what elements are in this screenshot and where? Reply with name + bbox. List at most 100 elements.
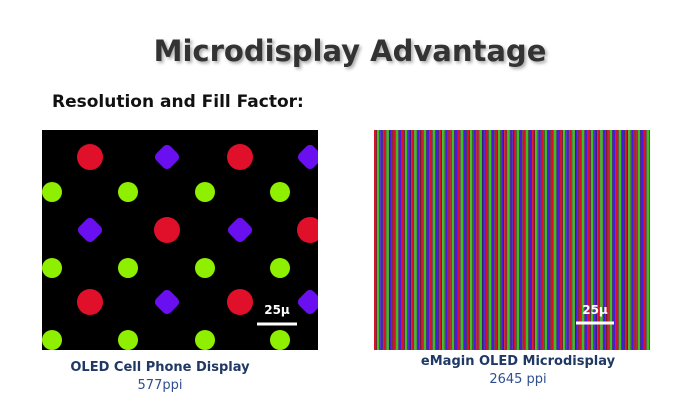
gap — [540, 130, 542, 350]
stripe — [392, 130, 395, 350]
gap — [488, 130, 489, 350]
scale-label: 25µ — [264, 303, 290, 317]
stripe — [442, 130, 445, 350]
stripe — [563, 130, 566, 350]
gap — [624, 130, 626, 350]
gap — [497, 130, 498, 350]
gap — [429, 130, 430, 350]
gap — [447, 130, 449, 350]
stripe — [519, 130, 523, 350]
subpixel — [42, 330, 62, 350]
subpixel — [227, 217, 253, 243]
stripe — [417, 130, 420, 350]
stripe — [609, 130, 612, 350]
gap — [416, 130, 418, 350]
gap — [453, 130, 455, 350]
stripe — [572, 130, 575, 350]
subpixel — [118, 258, 138, 278]
stripe — [408, 130, 411, 350]
stripe — [448, 130, 451, 350]
subpixel — [77, 144, 103, 170]
stripe — [454, 130, 457, 350]
stripe — [401, 130, 405, 350]
scale-label: 25µ — [582, 303, 608, 317]
gap — [649, 130, 650, 350]
gap — [410, 130, 412, 350]
subpixel — [154, 289, 180, 315]
gap — [571, 130, 573, 350]
gap — [413, 130, 415, 350]
gap — [550, 130, 551, 350]
stripe — [544, 130, 547, 350]
gap — [481, 130, 483, 350]
stripe — [581, 130, 585, 350]
gap — [546, 130, 548, 350]
gap — [466, 130, 467, 350]
gap — [556, 130, 557, 350]
stripe — [541, 130, 544, 350]
subpixel — [195, 330, 215, 350]
stripe — [529, 130, 532, 350]
subpixel — [77, 289, 103, 315]
stripe — [560, 130, 563, 350]
gap — [509, 130, 511, 350]
stripe — [615, 130, 619, 350]
stripe — [634, 130, 637, 350]
stripe — [405, 130, 408, 350]
gap — [522, 130, 523, 350]
stripe — [423, 130, 426, 350]
stripe — [507, 130, 510, 350]
stripe — [429, 130, 433, 350]
subpixel — [270, 330, 290, 350]
subpixel — [297, 289, 318, 315]
gap — [395, 130, 396, 350]
gap — [385, 130, 387, 350]
gap — [587, 130, 588, 350]
stripe — [467, 130, 470, 350]
stripe — [414, 130, 417, 350]
stripe — [594, 130, 597, 350]
gap — [484, 130, 486, 350]
stripe — [535, 130, 538, 350]
gap — [633, 130, 635, 350]
gap — [537, 130, 539, 350]
stripe — [532, 130, 535, 350]
gap — [398, 130, 399, 350]
stripe — [566, 130, 569, 350]
gap — [441, 130, 443, 350]
stripe — [622, 130, 625, 350]
stripe — [504, 130, 507, 350]
stripe — [618, 130, 622, 350]
gap — [438, 130, 440, 350]
gap — [584, 130, 585, 350]
gap — [379, 130, 381, 350]
gap — [450, 130, 452, 350]
gap — [500, 130, 502, 350]
gap — [432, 130, 433, 350]
gap — [525, 130, 526, 350]
stripe — [432, 130, 436, 350]
microdisplay-image: 25µ — [374, 130, 650, 350]
stripe — [625, 130, 628, 350]
gap — [419, 130, 421, 350]
stripe — [569, 130, 572, 350]
gap — [621, 130, 622, 350]
stripe — [491, 130, 495, 350]
gap — [605, 130, 607, 350]
caption-detail: 577ppi — [137, 378, 183, 393]
gap — [646, 130, 647, 350]
gap — [376, 130, 378, 350]
gap — [562, 130, 564, 350]
gap — [636, 130, 638, 350]
gap — [388, 130, 390, 350]
gap — [515, 130, 517, 350]
subpixel — [270, 182, 290, 202]
gap — [559, 130, 560, 350]
stripe — [395, 130, 399, 350]
stripe — [591, 130, 594, 350]
gap — [618, 130, 619, 350]
subpixel — [42, 182, 62, 202]
stripe — [631, 130, 634, 350]
stripe — [603, 130, 606, 350]
stripe — [516, 130, 519, 350]
